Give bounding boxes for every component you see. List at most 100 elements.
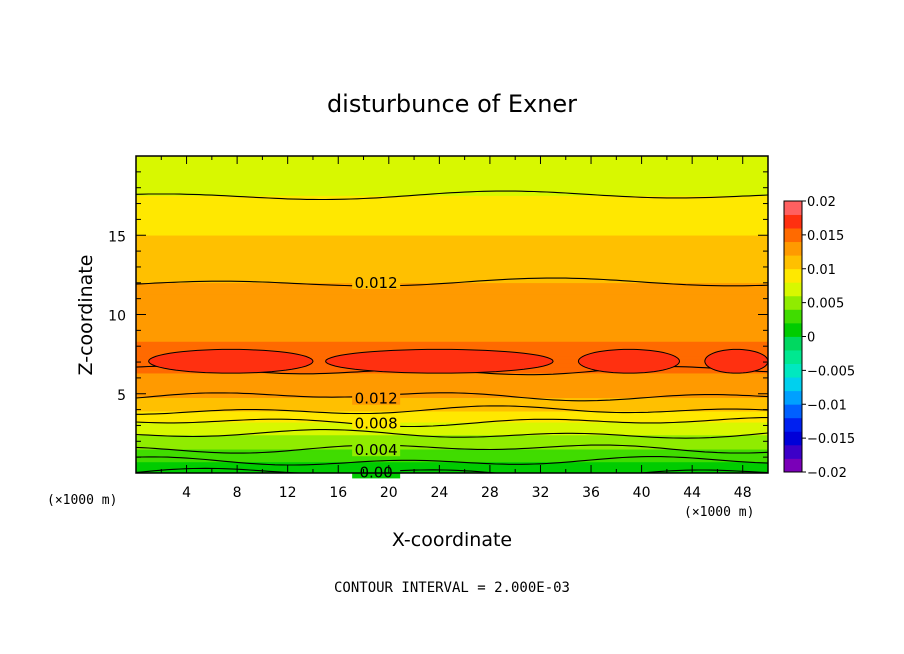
contour-band [136, 158, 768, 161]
x-tick-label: 24 [430, 485, 448, 501]
colorbar-swatch [784, 268, 802, 283]
contour-band [136, 316, 768, 318]
contour-band [136, 233, 768, 235]
contour-line [136, 277, 768, 287]
x-unit-right: (×1000 m) [684, 505, 754, 520]
contour-band [136, 214, 768, 216]
colorbar-swatch [784, 201, 802, 215]
contour-band [136, 269, 768, 272]
contour-band [136, 191, 768, 193]
contour-band [136, 293, 768, 295]
contour-band [136, 388, 768, 391]
contour-band [136, 247, 768, 250]
contour-band [136, 244, 768, 246]
contour-band [136, 267, 768, 269]
contour-band [136, 163, 768, 166]
contour-band [136, 221, 768, 223]
contour-band [136, 232, 768, 234]
contour-band [136, 215, 768, 218]
contour-band [136, 194, 768, 196]
contour-interval-note: CONTOUR INTERVAL = 2.000E-03 [334, 580, 570, 596]
contour-band [136, 279, 768, 281]
contour-band [136, 333, 768, 335]
contour-band [136, 433, 768, 436]
contour-line [136, 190, 768, 201]
contour-band [136, 158, 768, 160]
colorbar-swatch [784, 309, 802, 324]
contour-band [136, 182, 768, 185]
contour-band [136, 185, 768, 188]
contour-band [136, 416, 768, 418]
contour-band [136, 296, 768, 299]
contour-band [136, 162, 768, 164]
chart-title: disturbunce of Exner [327, 90, 577, 118]
y-tick-label: 5 [117, 388, 126, 404]
contour-band [136, 173, 768, 175]
colorbar-swatch [784, 255, 802, 270]
colorbar-swatch [784, 458, 802, 473]
contour-band [136, 379, 768, 382]
contour-band [136, 166, 768, 168]
contour-band [136, 197, 768, 200]
contour-band [136, 255, 768, 257]
contour-band [136, 335, 768, 337]
contour-band [136, 268, 768, 270]
contour-line [136, 444, 768, 454]
contour-band [136, 311, 768, 313]
contour-band [136, 400, 768, 402]
contour-band [136, 453, 768, 456]
colorbar-swatch [784, 295, 802, 310]
contour-band [136, 300, 768, 303]
contour-band [136, 470, 768, 472]
contour-band [136, 395, 768, 398]
contour-band [136, 324, 768, 326]
contour-band [136, 461, 768, 463]
contour-band [136, 340, 768, 342]
contour-band [136, 407, 768, 410]
contour-band [136, 310, 768, 312]
contour-band [136, 452, 768, 455]
contour-band [136, 226, 768, 228]
colorbar-swatch [784, 228, 802, 243]
contour-band [136, 373, 768, 376]
contour-band [136, 404, 768, 406]
contour-band [136, 287, 768, 289]
contour-band [136, 289, 768, 292]
contour-band [136, 176, 768, 178]
contour-band [136, 169, 768, 172]
contour-band [136, 161, 768, 163]
contour-band [136, 234, 768, 236]
contour-band [136, 430, 768, 433]
contour-band [136, 449, 768, 452]
contour-band [136, 171, 768, 173]
contour-band [136, 167, 768, 169]
contour-core [704, 348, 768, 374]
contour-band [136, 193, 768, 196]
y-axis-label: Z-coordinate [75, 255, 97, 376]
contour-band [136, 217, 768, 219]
contour-band [136, 219, 768, 221]
contour-band [136, 454, 768, 456]
contour-band [136, 399, 768, 402]
contour-band [136, 441, 768, 444]
contour-band [136, 318, 768, 320]
contour-band [136, 308, 768, 311]
contour-band [136, 168, 768, 170]
contour-band [136, 156, 768, 158]
contour-band [136, 181, 768, 183]
contour-band [136, 205, 768, 208]
contour-band [136, 422, 768, 425]
contour-band [136, 302, 768, 304]
contour-band [136, 265, 768, 267]
contour-band [136, 207, 768, 209]
contour-band [136, 277, 768, 280]
contour-band [136, 321, 768, 323]
contour-band [136, 332, 768, 334]
contour-band [136, 439, 768, 441]
contour-band [136, 390, 768, 392]
contour-band [136, 210, 768, 212]
contour-band [136, 330, 768, 332]
contour-band [136, 458, 768, 460]
contour-band [136, 238, 768, 241]
contour-band [136, 414, 768, 416]
